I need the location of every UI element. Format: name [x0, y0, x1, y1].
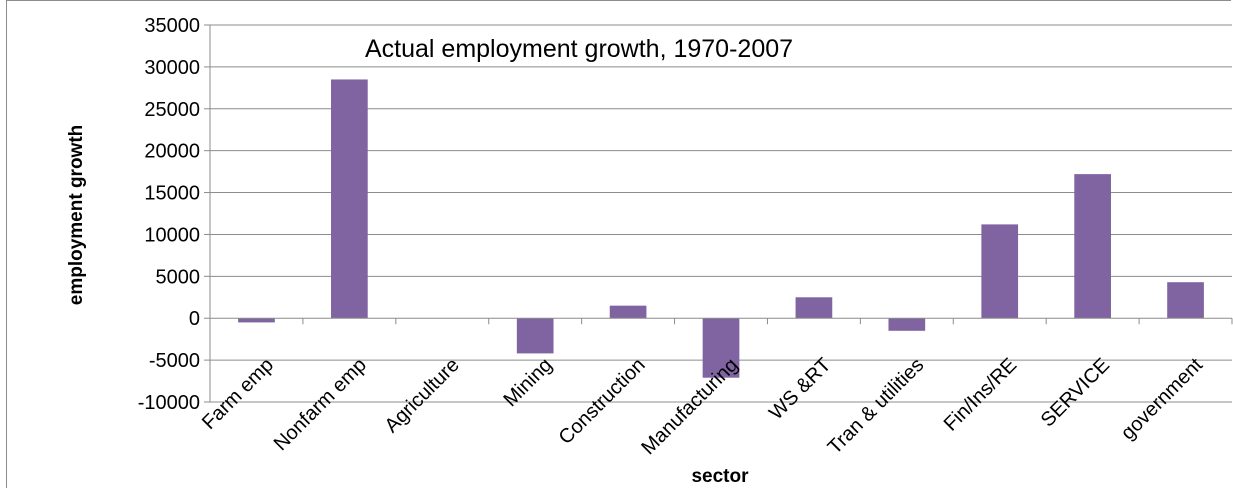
x-tick-label: Fin/Ins/RE — [940, 354, 1022, 436]
axes — [209, 25, 1233, 402]
x-tick-label: Agriculture — [381, 354, 464, 437]
x-tick-label: Tran & utilities — [824, 354, 929, 459]
x-tick-label: SERVICE — [1037, 354, 1114, 431]
bar — [238, 318, 275, 323]
y-tick-label: -10000 — [138, 392, 200, 414]
x-tick-label: government — [1117, 354, 1208, 445]
x-axis-title: sector — [691, 466, 749, 487]
chart-frame — [6, 0, 1231, 488]
y-tick-label: 25000 — [144, 99, 200, 121]
y-tick-label: 0 — [189, 308, 200, 330]
y-tick-label: 35000 — [144, 15, 200, 37]
bar — [331, 79, 368, 319]
x-tick-label: Nonfarm emp — [270, 354, 371, 455]
bar — [1167, 282, 1204, 319]
bars — [238, 79, 1204, 378]
x-tick-label: Construction — [555, 354, 650, 449]
y-tick-label: -5000 — [149, 350, 200, 372]
bar — [516, 318, 554, 354]
bar — [1074, 174, 1111, 319]
y-tick-label: 20000 — [144, 141, 200, 163]
y-tick-label: 30000 — [144, 57, 200, 79]
grid-lines — [204, 24, 1232, 403]
y-tick-label: 5000 — [156, 266, 201, 288]
x-tick-label: WS &RT — [765, 354, 835, 424]
bar — [609, 305, 647, 319]
y-axis-title: employment growth — [66, 125, 87, 306]
bar — [981, 224, 1019, 319]
y-tick-label: 15000 — [144, 183, 200, 205]
bar — [795, 297, 833, 319]
y-tick-labels: 35000 30000 25000 20000 15000 10000 5000 0 -5000… — [138, 15, 200, 414]
y-tick-label: 10000 — [144, 224, 200, 246]
x-tick-label: Manufacturing — [637, 354, 742, 459]
x-tick-label: Mining — [499, 354, 556, 411]
bar — [888, 318, 926, 331]
chart-title: Actual employment growth, 1970-2007 — [365, 35, 793, 63]
bar — [702, 318, 740, 378]
